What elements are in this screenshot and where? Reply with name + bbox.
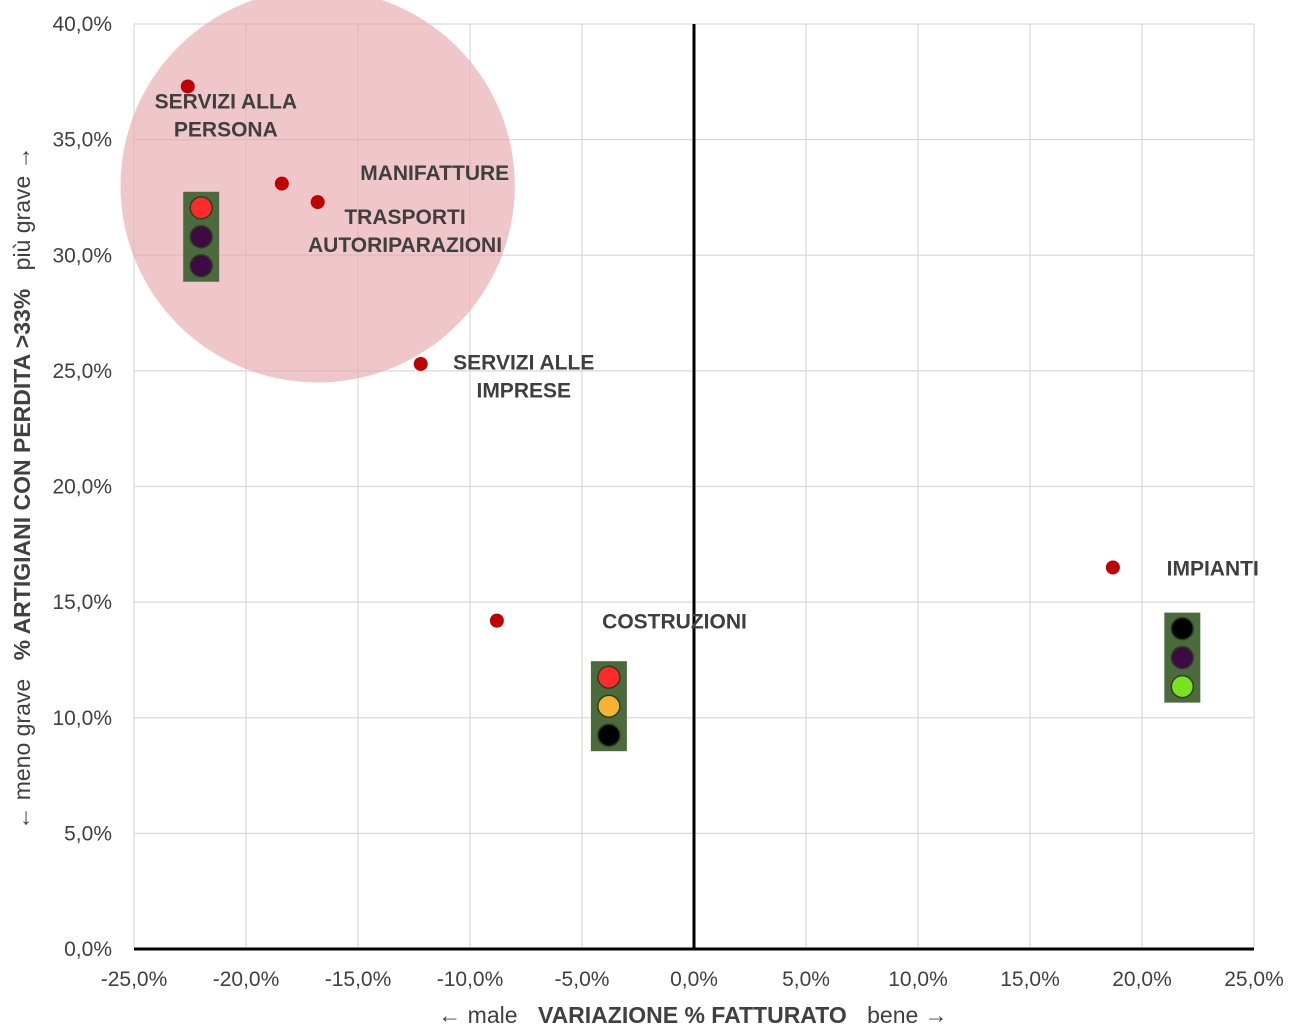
- point-label-line: SERVIZI ALLA: [155, 90, 297, 113]
- y-axis-title: ← meno grave % ARTIGIANI CON PERDITA >33…: [9, 146, 35, 829]
- point-label-line: TRASPORTI: [344, 206, 465, 229]
- x-axis-title: ← male VARIAZIONE % FATTURATO bene →: [438, 1002, 947, 1028]
- data-point-trasporti-autoriparazioni: [310, 195, 325, 210]
- x-tick-label: -10,0%: [437, 968, 504, 991]
- traffic-light-right: [1164, 612, 1201, 703]
- traffic-light-lamp: [597, 694, 621, 718]
- point-label-costruzioni: COSTRUZIONI: [602, 611, 747, 634]
- point-label-trasporti-autoriparazioni: TRASPORTI AUTORIPARAZIONI: [308, 206, 502, 257]
- data-points: [180, 79, 1120, 628]
- point-label-line: COSTRUZIONI: [602, 611, 747, 634]
- x-tick-label: 5,0%: [782, 968, 830, 991]
- y-axis-title-right: più grave →: [9, 146, 35, 270]
- y-tick-label: 15,0%: [52, 591, 112, 614]
- traffic-light-left: [183, 191, 220, 282]
- point-label-manifatture: MANIFATTURE: [360, 162, 509, 185]
- x-tick-label: -5,0%: [555, 968, 610, 991]
- highlight-ellipse: [120, 0, 515, 383]
- y-tick-label: 0,0%: [64, 938, 112, 961]
- x-tick-label: 15,0%: [1000, 968, 1060, 991]
- traffic-light-lamp: [597, 723, 621, 747]
- point-label-line: AUTORIPARAZIONI: [308, 234, 502, 257]
- x-tick-label: -20,0%: [213, 968, 280, 991]
- point-label-servizi-alle-imprese: SERVIZI ALLE IMPRESE: [453, 352, 594, 403]
- y-tick-label: 5,0%: [64, 822, 112, 845]
- x-tick-label: -15,0%: [325, 968, 392, 991]
- traffic-light-lamp: [189, 196, 213, 220]
- traffic-lights: [183, 191, 1201, 752]
- traffic-light-lamp: [189, 225, 213, 249]
- x-tick-label: 20,0%: [1112, 968, 1172, 991]
- x-axis-title-right: bene →: [867, 1002, 948, 1028]
- axes: [134, 24, 1254, 951]
- data-point-servizi-alla-persona: [180, 79, 195, 94]
- x-axis-title-left: ← male: [438, 1002, 517, 1028]
- tick-labels: -25,0% -20,0% -15,0% -10,0% -5,0% 0,0% 5,0% 10,…: [52, 13, 1283, 991]
- y-tick-label: 25,0%: [52, 360, 112, 383]
- point-label-line: PERSONA: [174, 118, 278, 141]
- traffic-light-center: [590, 661, 627, 752]
- traffic-light-lamp: [1170, 645, 1195, 670]
- point-label-line: MANIFATTURE: [360, 162, 509, 185]
- point-label-impianti: IMPIANTI: [1167, 557, 1259, 580]
- y-tick-label: 20,0%: [52, 476, 112, 499]
- highlight-area: [120, 0, 515, 383]
- data-point-servizi-alle-imprese: [413, 356, 428, 371]
- y-axis-title-main: % ARTIGIANI CON PERDITA >33%: [9, 289, 35, 661]
- point-label-line: IMPRESE: [476, 380, 571, 403]
- y-axis-title-left: ← meno grave: [9, 679, 35, 830]
- traffic-light-lamp: [189, 254, 213, 278]
- x-tick-label: 10,0%: [888, 968, 948, 991]
- point-label-line: SERVIZI ALLE: [453, 352, 594, 375]
- point-label-servizi-alla-persona: SERVIZI ALLA PERSONA: [155, 90, 297, 141]
- x-tick-label: -25,0%: [101, 968, 168, 991]
- point-label-line: IMPIANTI: [1167, 557, 1259, 580]
- y-tick-label: 30,0%: [52, 244, 112, 267]
- x-tick-label: 0,0%: [670, 968, 718, 991]
- point-labels: SERVIZI ALLA PERSONA MANIFATTURE TRASPORTI A…: [155, 90, 1259, 633]
- traffic-light-lamp: [1170, 674, 1195, 699]
- y-tick-label: 10,0%: [52, 707, 112, 730]
- data-point-manifatture: [274, 176, 289, 191]
- data-point-costruzioni: [489, 613, 504, 628]
- y-tick-label: 40,0%: [52, 13, 112, 36]
- x-tick-label: 25,0%: [1224, 968, 1284, 991]
- y-tick-label: 35,0%: [52, 129, 112, 152]
- traffic-light-lamp: [1170, 616, 1195, 641]
- data-point-impianti: [1105, 560, 1120, 575]
- x-axis-title-main: VARIAZIONE % FATTURATO: [538, 1002, 847, 1028]
- traffic-light-lamp: [597, 665, 621, 689]
